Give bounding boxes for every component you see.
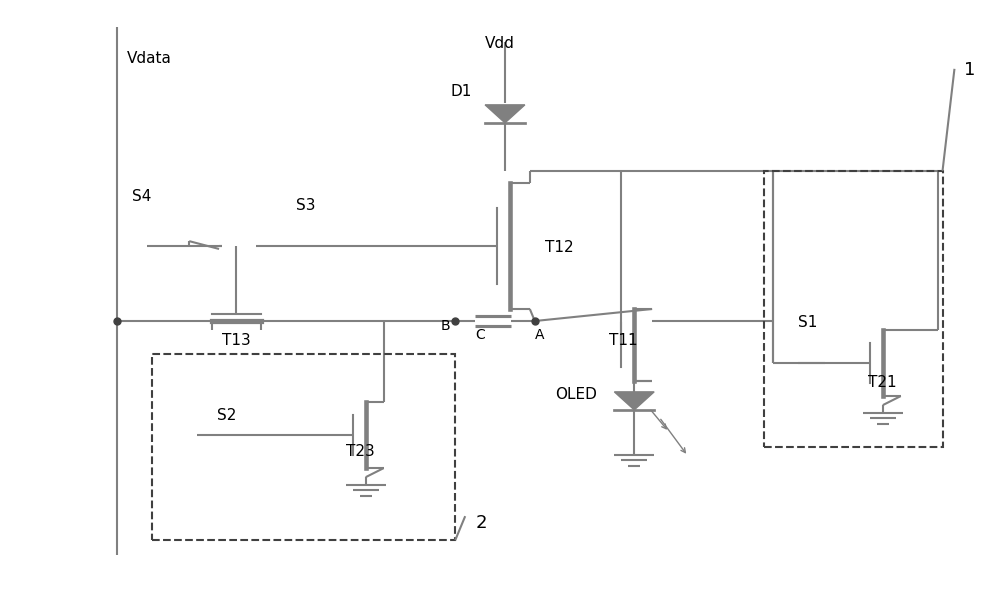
Text: Vdata: Vdata — [127, 51, 172, 66]
Text: 1: 1 — [964, 61, 976, 79]
Text: T21: T21 — [868, 375, 897, 390]
Text: T23: T23 — [346, 444, 375, 459]
Text: T13: T13 — [222, 333, 250, 348]
Text: C: C — [475, 328, 485, 342]
Text: 2: 2 — [475, 514, 487, 532]
Polygon shape — [485, 105, 525, 123]
Text: S4: S4 — [132, 189, 151, 204]
Text: A: A — [535, 328, 544, 342]
Text: S3: S3 — [296, 198, 316, 213]
Text: S2: S2 — [217, 408, 236, 423]
Text: D1: D1 — [450, 84, 472, 99]
Text: T12: T12 — [545, 240, 573, 255]
Text: B: B — [440, 319, 450, 333]
Text: Vdd: Vdd — [485, 36, 515, 51]
Text: S1: S1 — [798, 315, 818, 330]
Polygon shape — [614, 392, 654, 410]
Text: OLED: OLED — [555, 387, 597, 402]
Text: T11: T11 — [609, 333, 638, 348]
